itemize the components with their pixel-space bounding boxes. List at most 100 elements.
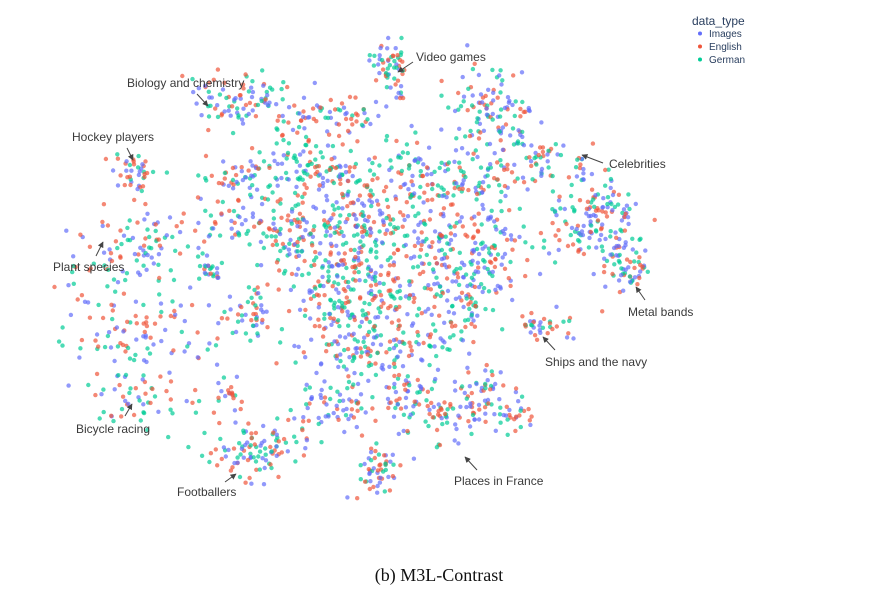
scatter-point-english	[397, 323, 402, 328]
scatter-point-english	[87, 244, 93, 249]
scatter-point-german	[252, 287, 257, 293]
scatter-point-images	[416, 342, 421, 347]
scatter-point-images	[258, 239, 264, 245]
scatter-point-english	[628, 259, 633, 265]
scatter-point-german	[497, 412, 503, 417]
scatter-point-images	[427, 244, 432, 249]
scatter-point-german	[195, 254, 201, 259]
scatter-point-english	[472, 61, 477, 66]
scatter-point-english	[294, 220, 300, 225]
scatter-point-german	[413, 130, 418, 135]
scatter-point-german	[318, 150, 323, 155]
scatter-point-german	[346, 379, 352, 385]
legend-label: German	[709, 55, 745, 66]
scatter-point-english	[213, 447, 218, 452]
scatter-point-german	[102, 344, 108, 350]
scatter-point-images	[402, 217, 407, 223]
scatter-point-german	[270, 190, 275, 195]
scatter-point-english	[286, 417, 291, 423]
scatter-point-english	[286, 213, 291, 218]
scatter-point-images	[448, 237, 454, 243]
scatter-point-images	[464, 404, 469, 410]
scatter-point-german	[331, 180, 337, 186]
scatter-point-images	[354, 424, 359, 430]
scatter-point-images	[498, 284, 503, 290]
scatter-point-english	[141, 243, 147, 248]
scatter-point-german	[335, 389, 340, 394]
scatter-point-images	[325, 143, 331, 148]
annotation-arrow	[124, 403, 133, 417]
scatter-point-german	[379, 57, 385, 63]
scatter-point-images	[517, 234, 522, 240]
scatter-point-images	[163, 327, 168, 333]
scatter-point-english	[267, 165, 272, 170]
scatter-point-german	[600, 248, 605, 254]
scatter-point-images	[411, 404, 416, 409]
scatter-point-english	[310, 243, 315, 248]
scatter-point-images	[202, 270, 208, 275]
scatter-point-images	[537, 323, 542, 328]
scatter-point-images	[221, 445, 227, 450]
scatter-point-images	[386, 35, 391, 41]
scatter-point-english	[257, 220, 262, 226]
scatter-point-images	[280, 113, 285, 119]
scatter-point-german	[627, 274, 633, 279]
scatter-point-english	[142, 174, 147, 180]
scatter-point-english	[449, 324, 455, 329]
scatter-point-german	[102, 263, 107, 268]
scatter-point-images	[260, 456, 265, 461]
scatter-point-english	[78, 232, 83, 237]
scatter-point-images	[452, 438, 457, 443]
scatter-point-images	[334, 403, 339, 408]
scatter-point-german	[427, 362, 432, 368]
scatter-point-english	[280, 241, 286, 247]
scatter-point-images	[233, 96, 238, 101]
scatter-point-german	[512, 113, 517, 119]
scatter-point-english	[373, 78, 379, 83]
scatter-point-english	[409, 179, 414, 184]
scatter-point-images	[393, 389, 399, 395]
scatter-point-english	[157, 275, 162, 281]
scatter-point-images	[459, 215, 464, 220]
scatter-point-images	[577, 231, 582, 236]
scatter-point-german	[271, 208, 276, 213]
scatter-point-english	[477, 407, 482, 412]
scatter-point-english	[373, 418, 378, 423]
scatter-point-english	[388, 217, 393, 222]
scatter-point-english	[93, 392, 98, 398]
scatter-point-english	[216, 180, 222, 186]
scatter-point-images	[539, 120, 544, 125]
scatter-point-images	[156, 252, 162, 257]
scatter-point-images	[265, 103, 271, 108]
scatter-point-english	[466, 370, 471, 375]
scatter-point-german	[302, 313, 308, 318]
scatter-point-german	[469, 312, 474, 318]
scatter-point-images	[416, 222, 421, 228]
scatter-point-german	[632, 259, 637, 264]
scatter-point-german	[399, 168, 405, 174]
scatter-point-english	[232, 220, 237, 225]
scatter-point-images	[384, 228, 390, 233]
scatter-point-images	[355, 381, 361, 387]
scatter-point-german	[147, 351, 153, 356]
scatter-point-images	[438, 336, 443, 341]
scatter-point-german	[470, 66, 476, 72]
scatter-point-german	[217, 92, 223, 97]
scatter-point-german	[222, 309, 227, 315]
scatter-point-german	[532, 155, 537, 161]
scatter-point-english	[313, 165, 318, 170]
scatter-point-images	[441, 214, 446, 219]
scatter-point-english	[434, 427, 440, 433]
scatter-point-images	[297, 111, 302, 116]
scatter-point-images	[120, 269, 125, 274]
scatter-point-english	[168, 397, 173, 402]
scatter-point-english	[416, 402, 422, 407]
scatter-point-images	[492, 151, 497, 156]
scatter-point-images	[286, 105, 292, 110]
scatter-point-english	[312, 262, 317, 268]
scatter-point-german	[156, 262, 161, 267]
scatter-point-german	[446, 160, 452, 165]
scatter-point-english	[504, 404, 509, 409]
scatter-point-english	[391, 361, 397, 366]
scatter-point-english	[489, 245, 495, 250]
